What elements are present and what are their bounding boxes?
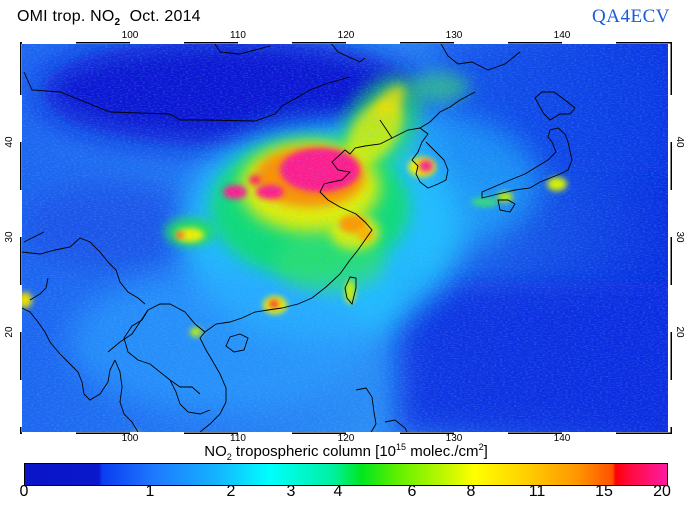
colorbar-label: 2 [226, 483, 236, 500]
title-text: OMI trop. NO [17, 8, 115, 25]
lon-tick-bottom: 130 [445, 433, 463, 444]
colorbar-label: 8 [466, 483, 476, 500]
coastline-borders [22, 44, 576, 432]
colorbar-title: NO2 tropospheric column [1015 molec./cm2… [0, 442, 692, 462]
map-title: OMI trop. NO2 Oct. 2014 [17, 8, 201, 28]
map-frame [20, 42, 672, 434]
cb-title-sub: 2 [226, 452, 232, 462]
colorbar-label: 3 [286, 483, 296, 500]
lon-tick-bottom: 100 [121, 433, 139, 444]
colorbar-label: 4 [333, 483, 343, 500]
colorbar-label: 6 [407, 483, 417, 500]
no2-map[interactable] [20, 42, 672, 434]
lat-tick-left: 40 [4, 136, 16, 148]
colorbar-label: 0 [19, 483, 29, 500]
lon-tick-bottom: 120 [337, 433, 355, 444]
lon-tick-bottom: 110 [230, 433, 246, 444]
lat-tick-right: 40 [674, 136, 686, 148]
cb-title-exp2: 2 [478, 442, 484, 452]
lon-tick-top: 100 [121, 30, 139, 41]
brand-logo-text: QA4ECV [592, 6, 670, 27]
cb-title-unit: molec./cm [406, 443, 479, 460]
colorbar-label: 1 [145, 483, 155, 500]
title-subscript: 2 [114, 17, 121, 29]
lat-tick-right: 30 [674, 231, 686, 243]
cb-title-exp: 15 [396, 442, 407, 452]
cb-title-end: ] [483, 443, 488, 460]
cb-title-no: NO [204, 443, 227, 460]
lon-tick-top: 120 [337, 30, 355, 41]
lat-tick-left: 30 [4, 231, 16, 243]
lat-tick-left: 20 [4, 326, 16, 338]
lon-tick-top: 110 [230, 30, 246, 41]
title-date: Oct. 2014 [120, 8, 201, 25]
colorbar-label: 11 [528, 483, 546, 500]
colorbar-label: 20 [653, 483, 671, 500]
colorbar-label: 15 [595, 483, 613, 500]
lat-tick-right: 20 [674, 326, 686, 338]
lon-tick-top: 130 [445, 30, 463, 41]
colorbar [24, 463, 668, 486]
lon-tick-bottom: 140 [553, 433, 571, 444]
cb-title-mid: tropospheric column [10 [231, 443, 397, 460]
lon-tick-top: 140 [553, 30, 571, 41]
